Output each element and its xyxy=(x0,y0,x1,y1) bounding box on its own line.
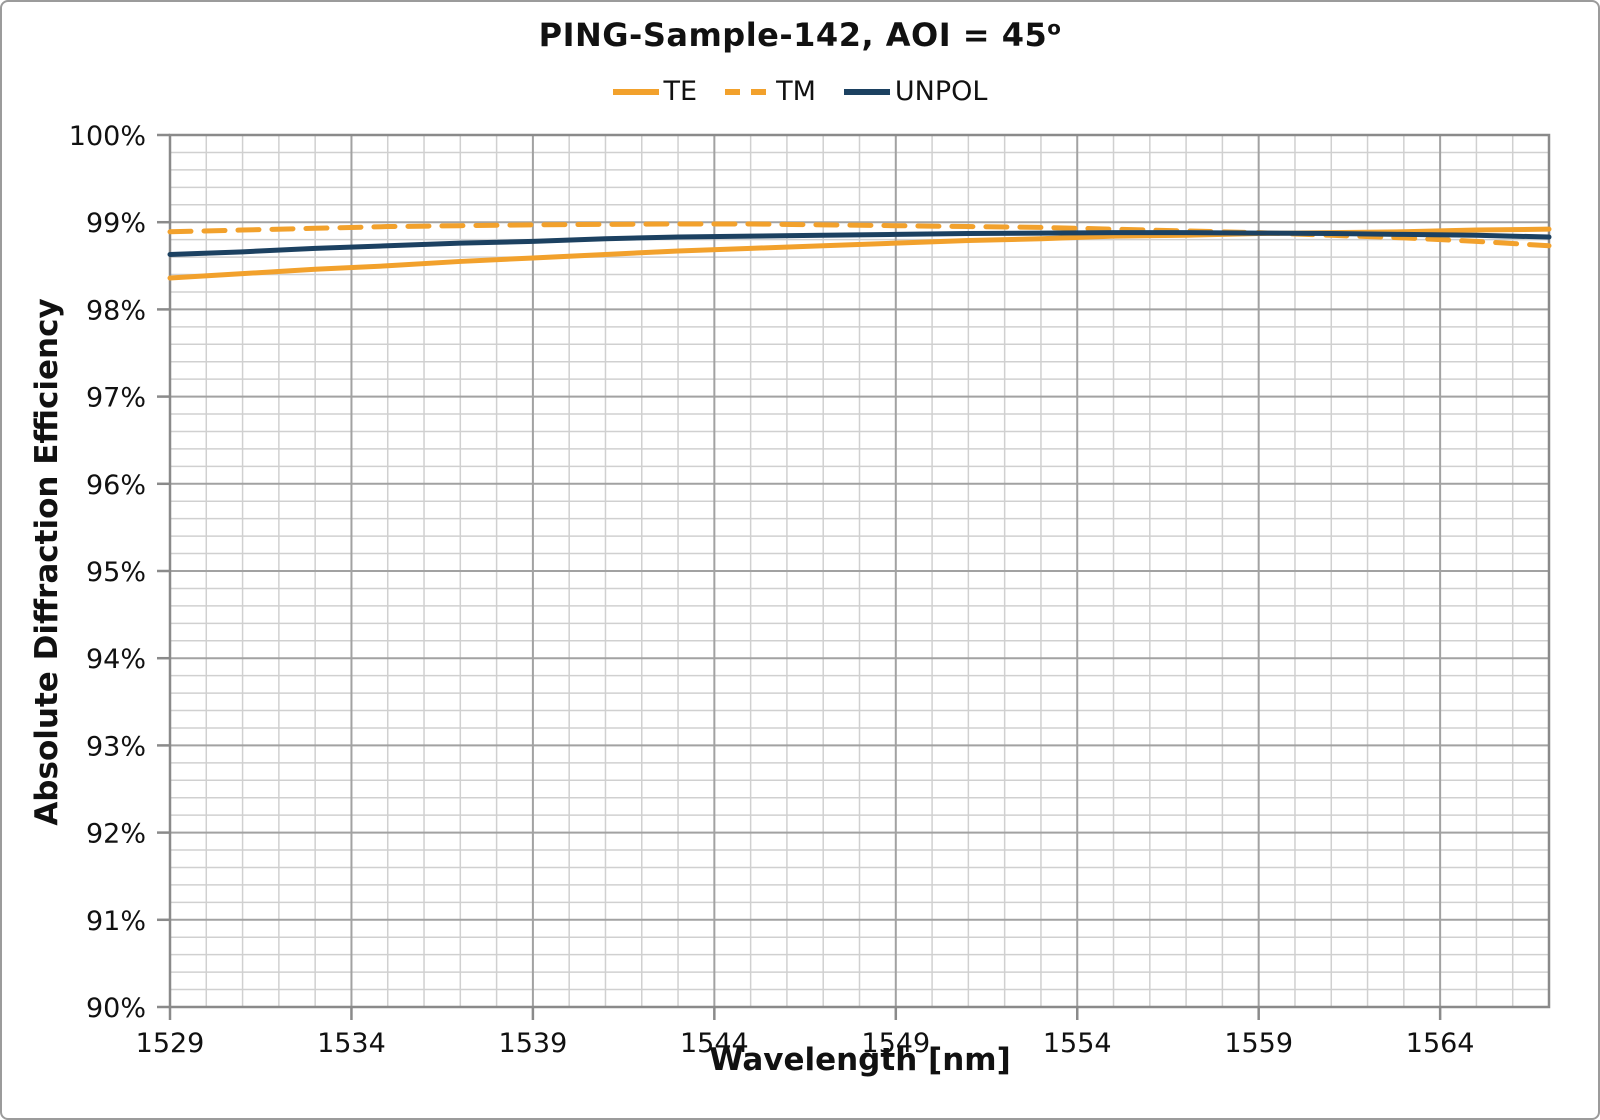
legend-label-unpol: UNPOL xyxy=(894,76,988,107)
series-line-unpol xyxy=(167,230,1552,257)
y-tick-label: 91% xyxy=(86,906,146,937)
x-tick-label: 1554 xyxy=(1043,1028,1112,1059)
legend: TE TM UNPOL xyxy=(2,76,1598,107)
x-tick-label: 1544 xyxy=(680,1028,749,1059)
y-tick-label: 90% xyxy=(86,993,146,1024)
x-axis-title: Wavelength [nm] xyxy=(709,1042,1011,1078)
x-tick-label: 1539 xyxy=(499,1028,568,1059)
chart-title: PING-Sample-142, AOI = 45o xyxy=(2,16,1598,54)
legend-label-te: TE xyxy=(663,76,698,107)
legend-item-te: TE xyxy=(612,76,698,107)
y-tick-label: 98% xyxy=(86,295,146,326)
y-tick-label: 92% xyxy=(86,819,146,850)
chart-title-degree-superscript: o xyxy=(1047,16,1062,40)
x-tick-label: 1529 xyxy=(136,1028,205,1059)
chart-title-text: PING-Sample-142, AOI = 45 xyxy=(538,16,1048,54)
x-tick-label: 1549 xyxy=(861,1028,930,1059)
legend-item-tm: TM xyxy=(725,76,816,107)
y-tick-label: 96% xyxy=(86,470,146,501)
legend-swatch-unpol xyxy=(843,88,890,95)
legend-swatch-te xyxy=(612,88,659,95)
x-tick-label: 1534 xyxy=(317,1028,386,1059)
x-tick-label: 1559 xyxy=(1224,1028,1293,1059)
x-tick-label: 1564 xyxy=(1406,1028,1475,1059)
legend-swatch-tm xyxy=(725,88,772,95)
y-tick-label: 93% xyxy=(86,731,146,762)
series-line-tm xyxy=(167,221,1552,249)
y-tick-label: 100% xyxy=(69,121,146,152)
legend-item-unpol: UNPOL xyxy=(843,76,988,107)
y-tick-label: 95% xyxy=(86,557,146,588)
legend-label-tm: TM xyxy=(776,76,816,107)
y-tick-label: 97% xyxy=(86,383,146,414)
y-tick-label: 94% xyxy=(86,644,146,675)
y-tick-label: 99% xyxy=(86,208,146,239)
